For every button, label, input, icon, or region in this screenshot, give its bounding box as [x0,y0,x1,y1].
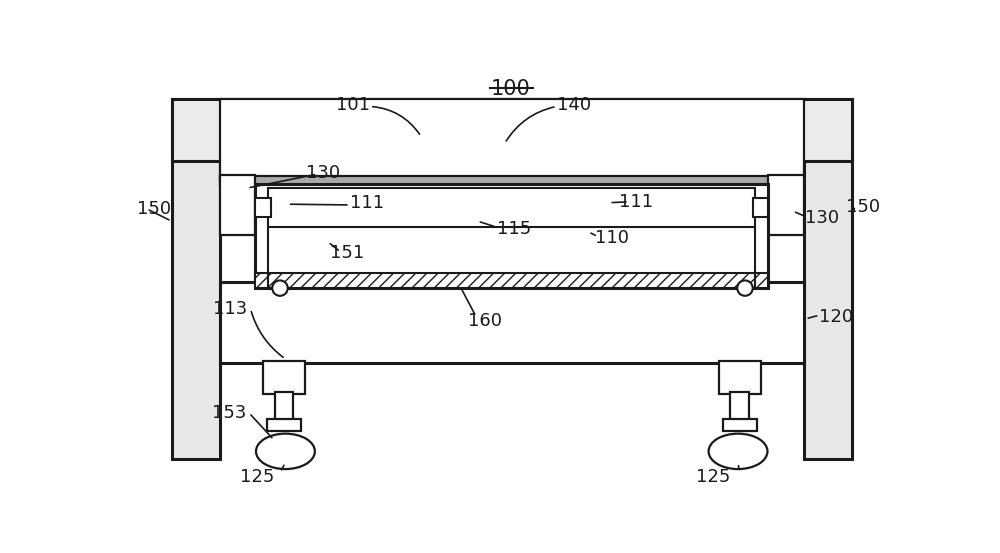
Bar [263,361,305,394]
Text: 153: 153 [212,404,246,422]
Text: 113: 113 [213,300,247,318]
Text: 125: 125 [240,468,275,486]
Text: 160: 160 [468,312,502,330]
Bar [255,184,768,288]
Text: 100: 100 [491,80,531,100]
Bar [267,419,301,431]
Bar [719,361,761,394]
Bar [172,100,852,161]
Text: 130: 130 [805,209,840,227]
Ellipse shape [709,434,767,469]
Bar [804,100,852,459]
Circle shape [272,280,288,296]
Text: 130: 130 [306,164,340,181]
Text: 110: 110 [595,229,629,247]
Text: 151: 151 [330,244,365,263]
Text: 125: 125 [696,468,730,486]
Bar [220,282,804,363]
Bar [753,198,768,217]
Text: 150: 150 [137,200,172,218]
Bar [275,392,293,421]
Text: 115: 115 [497,220,531,238]
Bar [255,198,271,217]
Text: 140: 140 [557,96,591,114]
Bar [255,273,768,288]
Text: 111: 111 [619,193,653,211]
Bar [768,175,804,235]
Text: 101: 101 [336,96,370,114]
Text: 120: 120 [819,307,854,326]
Ellipse shape [256,434,315,469]
Bar [268,188,755,227]
Bar [723,419,757,431]
Bar [220,175,255,235]
Circle shape [737,280,753,296]
Bar [220,100,804,180]
Bar [172,100,220,459]
Text: 150: 150 [846,199,880,216]
Bar [220,176,804,186]
Text: 111: 111 [350,195,384,212]
Bar [730,392,749,421]
